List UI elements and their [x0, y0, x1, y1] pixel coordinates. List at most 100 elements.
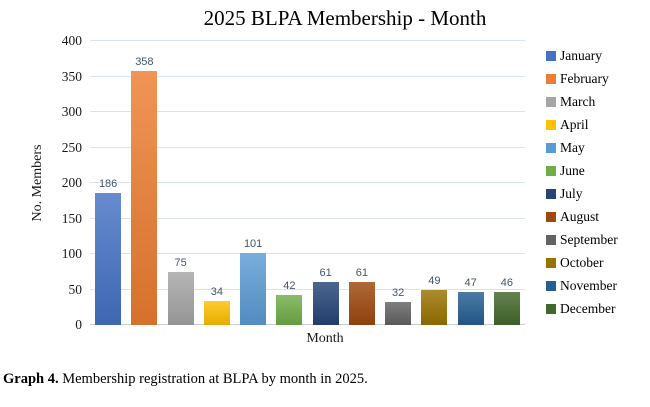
bar-august	[348, 281, 375, 325]
x-axis-line	[90, 324, 525, 325]
bar-slot-march: 75	[163, 41, 199, 325]
data-label-february: 358	[135, 55, 154, 68]
legend-label: August	[560, 208, 600, 224]
data-label-july: 61	[319, 266, 332, 279]
caption-label: Graph 4.	[3, 371, 59, 387]
legend: January February March April May June July Augu…	[546, 44, 618, 320]
data-label-june: 42	[283, 280, 296, 293]
legend-item-july: July	[546, 182, 618, 205]
gridline-150	[90, 217, 525, 219]
legend-item-august: August	[546, 205, 618, 228]
data-label-march: 75	[174, 256, 187, 269]
legend-marker-icon	[546, 303, 556, 314]
legend-label: June	[560, 162, 585, 178]
legend-item-april: April	[546, 113, 618, 136]
bar-june	[276, 295, 303, 325]
legend-marker-icon	[546, 280, 556, 291]
bar-october	[421, 290, 448, 325]
legend-label: February	[560, 70, 609, 86]
bar-slot-august: 61	[344, 41, 380, 325]
bar-november	[457, 291, 484, 325]
legend-marker-icon	[546, 119, 556, 130]
bar-slot-january: 186	[90, 41, 126, 325]
legend-item-september: September	[546, 228, 618, 251]
bar-slot-december: 46	[489, 41, 525, 325]
bar-slot-july: 61	[308, 41, 344, 325]
legend-item-march: March	[546, 90, 618, 113]
caption: Graph 4. Membership registration at BLPA…	[3, 371, 368, 388]
legend-marker-icon	[546, 96, 556, 107]
bar-slot-october: 49	[416, 41, 452, 325]
y-tick-label-250: 250	[61, 139, 82, 155]
legend-marker-icon	[546, 73, 556, 84]
y-tick-label-150: 150	[61, 210, 82, 226]
gridline-400	[90, 40, 525, 41]
bar-september	[385, 302, 412, 325]
data-label-april: 34	[210, 285, 223, 298]
legend-label: July	[560, 185, 583, 201]
bar-slot-november: 47	[453, 41, 489, 325]
bar-december	[493, 292, 520, 325]
bar-may	[240, 253, 267, 325]
data-label-january: 186	[98, 177, 118, 190]
legend-item-january: January	[546, 44, 618, 67]
bar-slot-may: 101	[235, 41, 271, 325]
legend-item-may: May	[546, 136, 618, 159]
legend-marker-icon	[546, 257, 556, 268]
legend-label: December	[560, 300, 616, 316]
bar-slot-february: 358	[126, 41, 162, 325]
gridline-100	[90, 253, 525, 254]
data-label-december: 46	[500, 277, 513, 290]
legend-label: January	[560, 47, 602, 63]
y-tick-label-350: 350	[61, 68, 82, 84]
legend-label: March	[560, 93, 596, 109]
gridline-300	[90, 111, 525, 112]
y-tick-label-300: 300	[61, 104, 82, 119]
y-tick-label-0: 0	[75, 317, 82, 332]
bar-series: 186 358 75 34 101 42 61 61 32 49 47 46	[90, 41, 525, 325]
data-label-august: 61	[355, 266, 368, 279]
legend-label: November	[560, 277, 617, 293]
y-axis-ticks: 0 50 100 150 200 250 300 350 400	[40, 33, 83, 332]
bar-slot-june: 42	[271, 41, 307, 325]
gridline-250	[90, 146, 525, 148]
legend-item-november: November	[546, 274, 618, 297]
y-tick-label-100: 100	[61, 246, 82, 261]
bar-january	[95, 192, 122, 325]
bar-july	[312, 281, 339, 325]
legend-marker-icon	[546, 211, 556, 222]
legend-label: April	[560, 116, 589, 132]
legend-item-june: June	[546, 159, 618, 182]
y-tick-label-50: 50	[68, 281, 83, 297]
legend-item-december: December	[546, 297, 618, 320]
bar-april	[203, 300, 230, 325]
y-tick-label-400: 400	[61, 33, 82, 48]
legend-marker-icon	[546, 50, 556, 61]
legend-marker-icon	[546, 188, 556, 199]
legend-marker-icon	[546, 142, 556, 153]
gridline-200	[90, 182, 525, 183]
data-label-november: 47	[464, 276, 477, 289]
chart-title: 2025 BLPA Membership - Month	[203, 6, 487, 30]
gridline-50	[90, 288, 525, 290]
bar-slot-april: 34	[199, 41, 235, 325]
plot-area: 186 358 75 34 101 42 61 61 32 49 47 46	[90, 40, 525, 325]
y-tick-label-200: 200	[61, 175, 82, 190]
legend-item-february: February	[546, 67, 618, 90]
bar-february	[131, 70, 158, 325]
legend-label: October	[560, 254, 604, 270]
legend-marker-icon	[546, 165, 556, 176]
data-label-september: 32	[392, 287, 405, 300]
bar-march	[167, 271, 194, 325]
legend-marker-icon	[546, 234, 556, 245]
data-label-october: 49	[428, 275, 441, 288]
caption-text: Membership registration at BLPA by month…	[58, 371, 368, 387]
legend-label: September	[560, 231, 618, 247]
gridline-350	[90, 75, 525, 77]
data-label-may: 101	[243, 238, 263, 251]
legend-item-october: October	[546, 251, 618, 274]
x-axis-title: Month	[306, 331, 344, 346]
bar-slot-september: 32	[380, 41, 416, 325]
legend-label: May	[560, 139, 585, 155]
